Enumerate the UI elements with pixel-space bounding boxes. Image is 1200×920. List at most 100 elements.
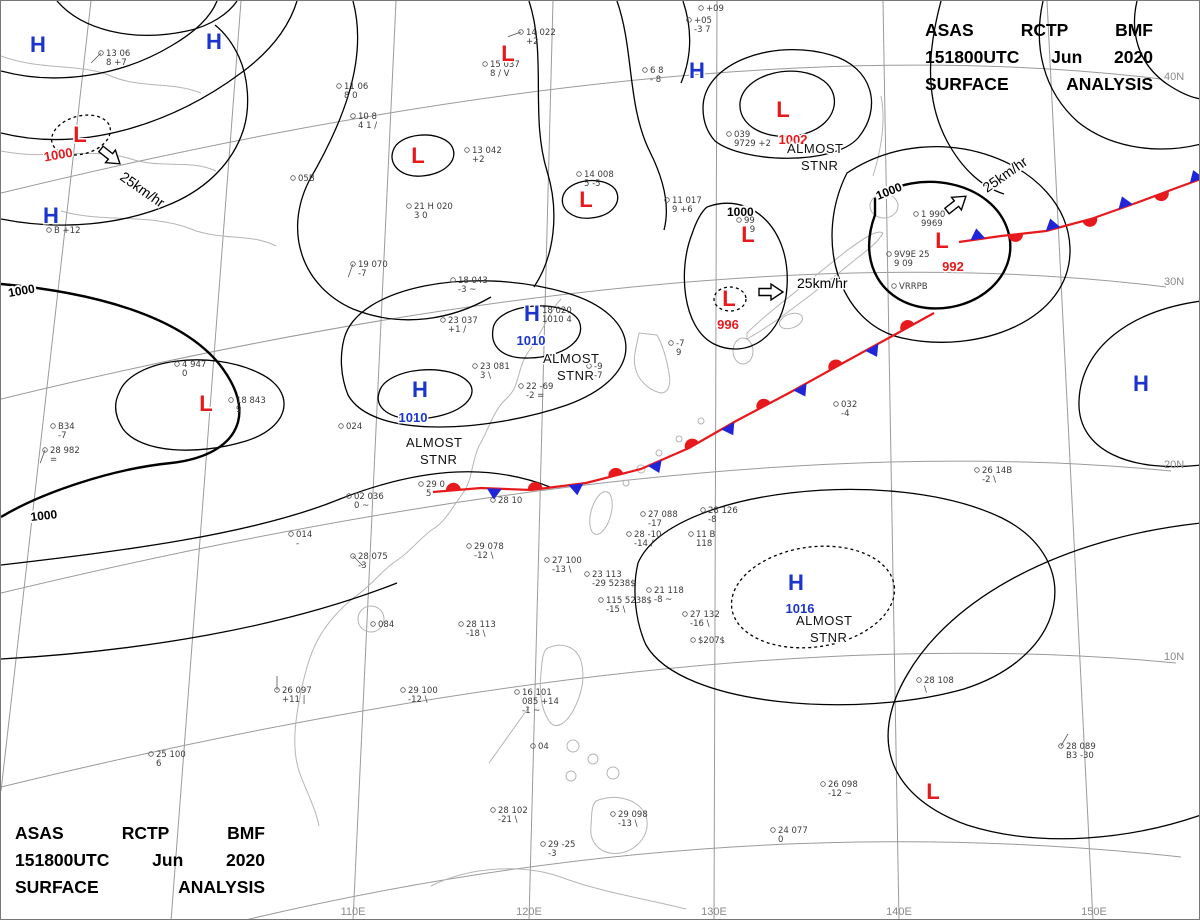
station-text: 3 0 — [414, 211, 428, 221]
station-plot: 28 113-18 \ — [458, 620, 496, 639]
station-circle — [148, 751, 154, 757]
station-plot: 032-4 — [833, 400, 857, 419]
lon-label: 110E — [341, 906, 366, 918]
station-circle — [886, 251, 892, 257]
station-circle — [400, 687, 406, 693]
center-pressure-value: 992 — [942, 259, 964, 274]
station-text: 23 113 — [592, 570, 622, 580]
station-text: -12 \ — [474, 551, 494, 561]
station-circle — [820, 781, 826, 787]
movement-speed-label: 25km/hr — [797, 275, 848, 291]
isobar-value-label: 1000 — [7, 281, 36, 299]
station-plot: 27 100-13 \ — [544, 556, 582, 575]
lon-label: 130E — [701, 906, 727, 918]
wind-barb — [352, 555, 364, 567]
station-text: -9 — [594, 362, 602, 372]
station-text: 115 5238$ — [606, 596, 652, 606]
station-text: 05B — [298, 174, 315, 184]
station-circle — [98, 50, 104, 56]
station-plot: 28 102-21 \ — [490, 806, 528, 825]
station-text: 19 070 — [358, 260, 388, 270]
station-text: 28 075 — [358, 552, 388, 562]
station-text: 5 -5 — [584, 179, 601, 189]
station-circle — [336, 83, 342, 89]
station-text: -13 \ — [552, 565, 572, 575]
station-text: 085 +14 — [522, 697, 559, 707]
low-center-symbol: L — [579, 187, 592, 212]
station-text: -21 \ — [498, 815, 518, 825]
low-center-symbol: L — [199, 391, 212, 416]
front-line — [958, 178, 1199, 244]
station-text: -18 \ — [466, 629, 486, 639]
station-text: - — [296, 539, 299, 549]
product-name: SURFACE ANALYSIS — [925, 74, 1153, 94]
station-circle — [418, 481, 424, 487]
title-block-bottom-left: ASAS RCTP BMF 151800UTC Jun 2020 SURFACE… — [15, 820, 265, 901]
warm-front-glyph — [608, 467, 624, 478]
station-text: +09 — [706, 4, 724, 14]
station-circle — [466, 543, 472, 549]
station-plot: 19 070-7 — [347, 260, 388, 279]
lon-label: 120E — [516, 906, 542, 918]
station-circle — [916, 677, 922, 683]
station-circle — [913, 211, 919, 217]
high-center-symbol: H — [43, 203, 59, 228]
station-text: 5 — [426, 489, 431, 499]
station-circle — [640, 511, 646, 517]
station-text: -12 ~ — [828, 789, 852, 799]
station-text: 4 947 — [182, 360, 206, 370]
movement-label-almost: ALMOST — [796, 613, 852, 628]
movement-label-stnr: STNR — [557, 368, 594, 383]
station-text: -2 = — [526, 391, 544, 401]
station-circle — [530, 743, 536, 749]
station-plot: 024 — [338, 422, 362, 432]
station-circle — [534, 307, 540, 313]
station-text: 0 — [778, 835, 783, 845]
station-circle — [346, 493, 352, 499]
station-text: 118 — [696, 539, 712, 549]
station-text: VRRPB — [899, 282, 928, 292]
station-text: 29 078 — [474, 542, 504, 552]
station-plot: 27 088-17 — [640, 510, 678, 529]
dotted-isobar-ring — [713, 286, 747, 312]
station-plot: 18 043-3 ~ — [450, 276, 488, 295]
station-text: 084 — [378, 620, 394, 630]
station-plot: -79 — [668, 339, 684, 358]
movement-speed-label: 25km/hr — [117, 168, 168, 210]
station-plot: 23 037+1 / — [440, 316, 478, 335]
lat-label: 10N — [1164, 651, 1184, 663]
station-text: 032 — [841, 400, 857, 410]
lat-label: 30N — [1164, 276, 1184, 288]
station-plot: 28 126-8 — [700, 506, 738, 525]
movement-label-stnr: STNR — [801, 158, 838, 173]
station-text: 9969 — [921, 219, 943, 229]
station-plot: 21 118-8 ~ — [646, 586, 684, 605]
station-circle — [584, 571, 590, 577]
station-circle — [350, 553, 356, 559]
station-text: 8 / V — [490, 69, 510, 79]
station-text: 16 101 — [522, 688, 552, 698]
station-text: 28 10 — [498, 496, 522, 506]
station-text: 18 020 — [542, 306, 572, 316]
station-text: -15 \ — [606, 605, 626, 615]
station-text: 26 097 — [282, 686, 312, 696]
station-circle — [350, 113, 356, 119]
station-plot: 29 078-12 \ — [466, 542, 504, 561]
station-text: 29 0 — [426, 480, 445, 490]
station-circle — [50, 423, 56, 429]
station-plot: 23 113-29 5238$ — [584, 570, 636, 589]
station-text: +1 / — [448, 325, 466, 335]
station-circle — [642, 67, 648, 73]
station-text: -1 ~ — [522, 706, 540, 716]
station-circle — [726, 131, 732, 137]
cold-front-glyph — [721, 421, 735, 436]
wind-barb — [39, 449, 46, 464]
wind-barb — [507, 31, 522, 38]
station-circle — [518, 383, 524, 389]
